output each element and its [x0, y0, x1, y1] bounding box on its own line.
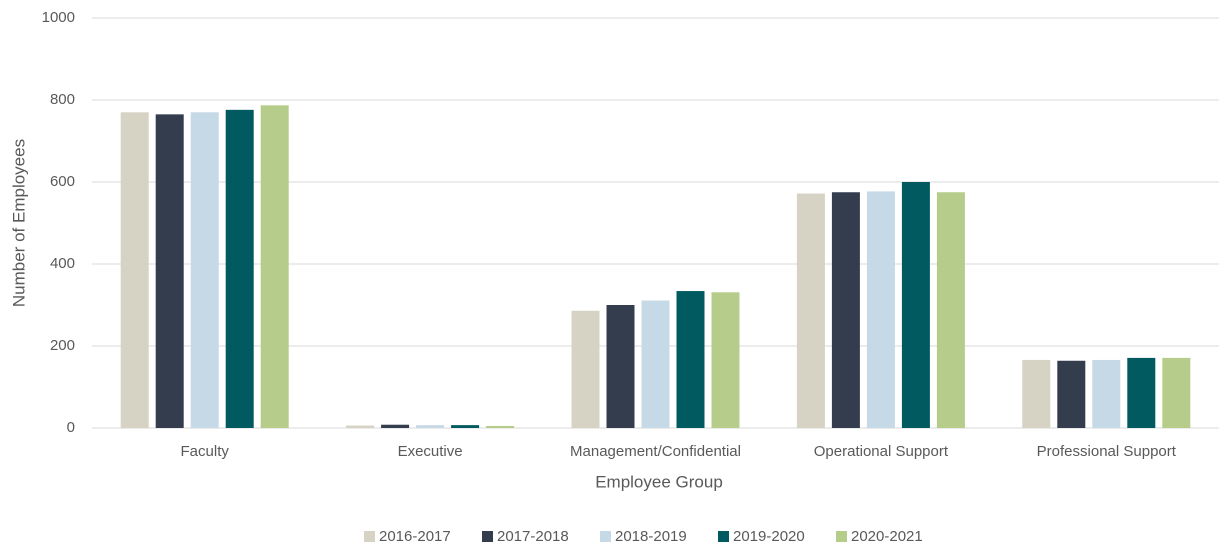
bar	[225, 109, 254, 428]
bar	[676, 291, 705, 428]
bar	[155, 114, 184, 428]
bar	[1162, 357, 1191, 428]
bar	[346, 425, 375, 428]
legend-swatch	[364, 531, 375, 542]
x-tick-label: Executive	[398, 443, 463, 460]
x-tick-label: Professional Support	[1037, 443, 1177, 460]
y-tick-label: 800	[50, 91, 75, 108]
bar	[1127, 357, 1156, 428]
bar	[641, 300, 670, 428]
bar	[606, 305, 635, 428]
legend-label: 2018-2019	[615, 528, 687, 545]
legend-swatch	[836, 531, 847, 542]
bar	[381, 424, 410, 428]
legend-label: 2019-2020	[733, 528, 805, 545]
x-tick-label: Faculty	[181, 443, 230, 460]
legend-swatch	[600, 531, 611, 542]
bar	[1057, 360, 1086, 428]
y-tick-label: 200	[50, 337, 75, 354]
bar	[120, 112, 149, 429]
legend-swatch	[482, 531, 493, 542]
legend-label: 2020-2021	[851, 528, 923, 545]
bar	[711, 292, 740, 428]
bar	[451, 425, 480, 428]
y-tick-label: 600	[50, 173, 75, 190]
y-tick-label: 0	[67, 419, 75, 436]
x-tick-label: Management/Confidential	[570, 443, 741, 460]
bar	[936, 192, 965, 428]
legend-label: 2017-2018	[497, 528, 569, 545]
bar	[866, 191, 895, 428]
y-axis-label: Number of Employees	[9, 139, 28, 307]
bar	[571, 310, 600, 428]
bar	[260, 105, 289, 428]
bar	[416, 425, 445, 428]
bar	[796, 193, 825, 428]
y-tick-label: 400	[50, 255, 75, 272]
legend-swatch	[718, 531, 729, 542]
legend-label: 2016-2017	[379, 528, 451, 545]
bar	[831, 192, 860, 428]
bar	[1092, 359, 1121, 428]
bar	[1022, 359, 1051, 428]
bar	[190, 112, 219, 429]
bar	[486, 425, 515, 428]
x-tick-label: Operational Support	[814, 443, 949, 460]
y-tick-label: 1000	[42, 9, 75, 26]
x-axis-label: Employee Group	[595, 472, 723, 491]
bar	[901, 182, 930, 428]
